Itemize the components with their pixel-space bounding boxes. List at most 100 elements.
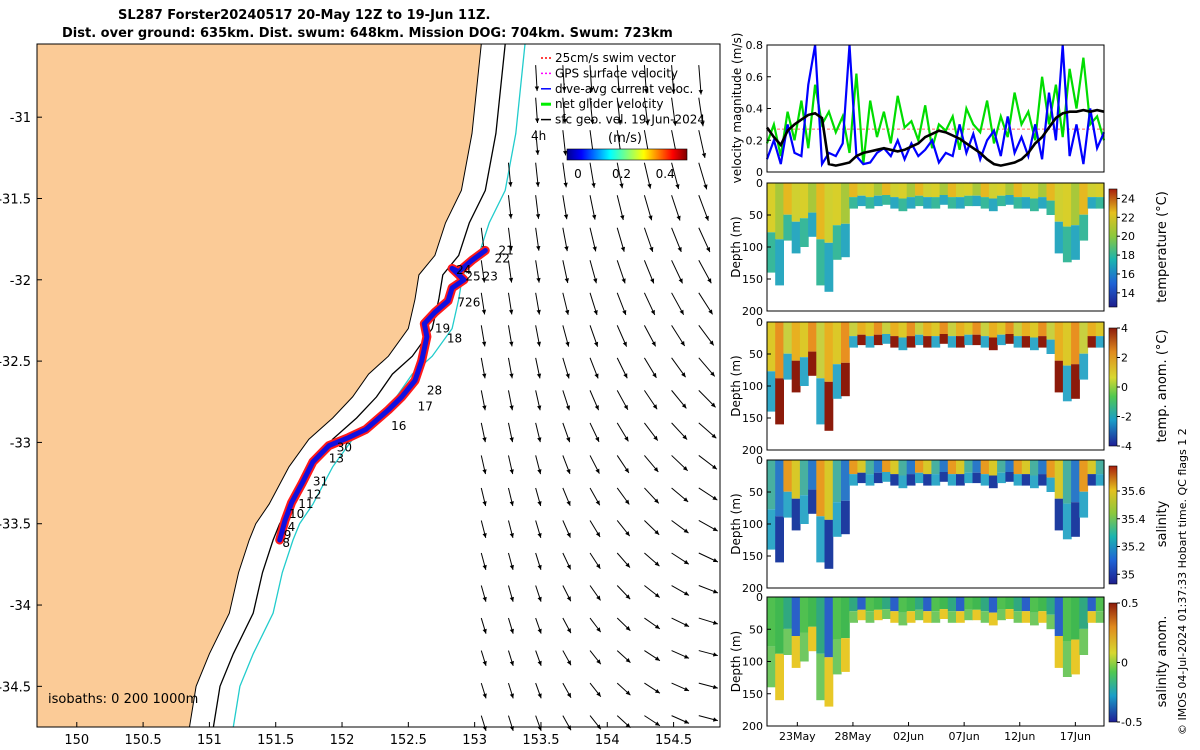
section-cell (1046, 183, 1056, 201)
section-cell (1087, 336, 1097, 348)
current-vector-head (596, 659, 601, 665)
current-vector-head (712, 652, 718, 657)
section-cell (791, 498, 801, 531)
current-vector-head (537, 628, 542, 634)
map-colorbar-tick: 0 (574, 167, 582, 181)
map-x-tick-label: 152.5 (390, 733, 427, 748)
current-vector-head (650, 278, 655, 284)
section-cell (1013, 183, 1023, 198)
current-vector-head (625, 658, 631, 663)
section-cell (767, 646, 776, 688)
isobaths-label: isobaths: 0 200 1000m (48, 692, 198, 707)
section-cell (980, 611, 990, 623)
current-vector-head (566, 564, 571, 570)
velocity-y-tick-label: 0.6 (746, 71, 764, 84)
section-cell (980, 597, 990, 612)
section-cell (849, 197, 858, 209)
section-cell (865, 474, 875, 486)
section-cell (1030, 337, 1039, 351)
current-vector (698, 195, 709, 221)
current-vector-head (536, 341, 541, 347)
current-vector-head (677, 247, 682, 252)
section-y-tick-label: 150 (742, 688, 763, 701)
current-vector-head (671, 89, 676, 94)
section-cell (1038, 322, 1047, 337)
current-vector-head (706, 247, 710, 253)
section-cell (882, 597, 891, 610)
section-cell (988, 337, 998, 351)
section-cell (775, 597, 784, 654)
section-y-tick-label: 0 (756, 591, 763, 604)
section-cell (816, 653, 826, 701)
section-cell (816, 516, 826, 563)
current-vector-head (482, 437, 487, 443)
section-cell (988, 597, 998, 613)
current-vector-head (508, 277, 514, 283)
section-cell (799, 183, 809, 219)
section-cell (799, 357, 809, 386)
section-cell (1095, 336, 1105, 348)
section-cell (890, 322, 900, 337)
section-cell (791, 636, 801, 668)
section-cell (857, 460, 867, 473)
current-vector-head (536, 309, 541, 315)
section-panel: 0 50 100 150 200 Depth (m) 24 22 20 18 16 14 tempera… (729, 177, 1170, 318)
current-vector (616, 97, 621, 125)
colorbar-tick-label: 4 (1121, 322, 1128, 335)
colorbar-tick-label: 16 (1121, 268, 1135, 281)
section-cell (1038, 183, 1047, 198)
section-cell (1062, 503, 1072, 540)
current-vector-head (710, 371, 715, 377)
section-y-tick-label: 100 (742, 518, 763, 531)
section-cell (1095, 197, 1105, 209)
current-vector-head (482, 660, 487, 666)
section-cell (923, 611, 932, 623)
current-vector-head (712, 464, 717, 470)
current-vector-head (561, 87, 567, 92)
current-vector-head (509, 469, 514, 475)
colorbar-tick-label: 35.6 (1121, 485, 1146, 498)
track-label: 23 (483, 270, 498, 284)
section-cell (791, 460, 801, 499)
section-cell (1087, 197, 1097, 209)
section-cell (1046, 339, 1056, 354)
section-cell (1030, 597, 1039, 613)
section-y-tick-label: 150 (742, 550, 763, 563)
section-cell (865, 460, 875, 475)
section-cell (939, 460, 949, 472)
colorbar-tick-label: 35 (1121, 568, 1135, 581)
section-cell (1062, 641, 1072, 677)
section-cell (849, 597, 858, 612)
section-cell (857, 334, 867, 346)
current-vector (643, 97, 649, 126)
section-cell (997, 322, 1006, 335)
section-cell (939, 472, 949, 482)
section-cell (997, 609, 1006, 621)
section-cell (1030, 183, 1039, 199)
section-cell (1021, 597, 1031, 612)
track-label: 22 (495, 252, 510, 266)
current-vector-head (593, 310, 598, 315)
current-vector-head (537, 501, 542, 506)
current-vector-head (623, 404, 628, 410)
current-vector-head (593, 278, 598, 284)
section-cell (816, 183, 826, 240)
section-cell (824, 597, 834, 658)
track-label: 28 (427, 383, 442, 397)
section-cell (956, 322, 965, 337)
current-vector-head (712, 526, 718, 532)
current-vector-head (653, 467, 659, 472)
current-vector (698, 65, 702, 95)
current-vector-head (654, 624, 660, 629)
section-cell (873, 609, 883, 621)
section-cell (1062, 322, 1072, 366)
section-cell (898, 597, 908, 613)
section-cell (997, 334, 1006, 346)
section-cell (972, 460, 982, 473)
section-cell (849, 611, 858, 623)
section-cell (873, 597, 883, 610)
current-vector-head (647, 183, 652, 189)
section-cell (1038, 611, 1047, 623)
section-cell (906, 460, 916, 475)
section-cell (783, 460, 793, 492)
